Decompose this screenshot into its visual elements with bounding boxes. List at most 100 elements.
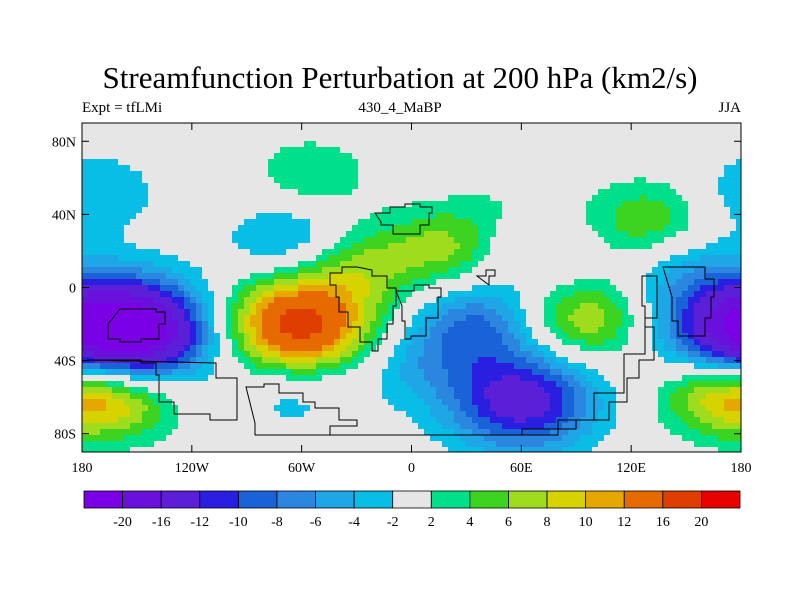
contour-cell: [622, 225, 629, 232]
contour-cell: [496, 357, 503, 364]
contour-cell: [304, 213, 311, 220]
contour-cell: [280, 381, 287, 388]
contour-cell: [496, 267, 503, 274]
contour-cell: [232, 183, 239, 190]
contour-cell: [310, 141, 317, 148]
contour-cell: [412, 177, 419, 184]
contour-cell: [136, 165, 143, 172]
contour-cell: [502, 303, 509, 310]
contour-cell: [574, 321, 581, 328]
contour-cell: [580, 351, 587, 358]
contour-cell: [112, 339, 119, 346]
contour-cell: [658, 345, 665, 352]
contour-cell: [400, 261, 407, 268]
contour-cell: [220, 153, 227, 160]
contour-cell: [544, 387, 551, 394]
contour-cell: [442, 201, 449, 208]
contour-cell: [226, 381, 233, 388]
contour-cell: [490, 171, 497, 178]
contour-cell: [736, 159, 741, 166]
contour-cell: [166, 393, 173, 400]
contour-cell: [658, 237, 665, 244]
contour-cell: [640, 237, 647, 244]
contour-cell: [688, 231, 695, 238]
contour-cell: [706, 291, 713, 298]
contour-cell: [304, 315, 311, 322]
contour-cell: [154, 255, 161, 262]
contour-cell: [580, 189, 587, 196]
contour-cell: [298, 315, 305, 322]
contour-cell: [484, 309, 491, 316]
contour-cell: [106, 219, 113, 226]
contour-cell: [346, 321, 353, 328]
contour-cell: [256, 171, 263, 178]
contour-cell: [484, 261, 491, 268]
contour-cell: [538, 273, 545, 280]
contour-cell: [250, 171, 257, 178]
contour-cell: [526, 141, 533, 148]
contour-cell: [106, 333, 113, 340]
contour-cell: [550, 177, 557, 184]
contour-cell: [82, 363, 89, 370]
contour-cell: [652, 141, 659, 148]
contour-cell: [250, 315, 257, 322]
contour-cell: [142, 261, 149, 268]
contour-cell: [172, 303, 179, 310]
contour-cell: [88, 195, 95, 202]
contour-cell: [472, 387, 479, 394]
contour-cell: [262, 201, 269, 208]
contour-cell: [232, 195, 239, 202]
contour-cell: [532, 249, 539, 256]
contour-cell: [472, 225, 479, 232]
contour-cell: [724, 249, 731, 256]
contour-cell: [562, 153, 569, 160]
contour-cell: [340, 279, 347, 286]
contour-cell: [514, 177, 521, 184]
contour-cell: [532, 297, 539, 304]
contour-cell: [136, 225, 143, 232]
contour-cell: [532, 261, 539, 268]
contour-cell: [628, 279, 635, 286]
contour-cell: [688, 291, 695, 298]
contour-cell: [376, 183, 383, 190]
contour-cell: [694, 279, 701, 286]
contour-cell: [388, 243, 395, 250]
contour-cell: [334, 255, 341, 262]
contour-cell: [496, 297, 503, 304]
contour-cell: [598, 381, 605, 388]
contour-cell: [316, 267, 323, 274]
contour-cell: [328, 351, 335, 358]
contour-cell: [508, 381, 515, 388]
contour-cell: [604, 183, 611, 190]
contour-cell: [496, 177, 503, 184]
contour-cell: [610, 237, 617, 244]
contour-cell: [280, 369, 287, 376]
contour-cell: [574, 147, 581, 154]
contour-cell: [208, 327, 215, 334]
contour-cell: [496, 189, 503, 196]
contour-cell: [376, 237, 383, 244]
contour-cell: [664, 351, 671, 358]
contour-cell: [346, 303, 353, 310]
contour-cell: [136, 315, 143, 322]
contour-cell: [340, 165, 347, 172]
contour-cell: [664, 369, 671, 376]
contour-cell: [112, 303, 119, 310]
contour-cell: [472, 273, 479, 280]
contour-cell: [214, 207, 221, 214]
contour-cell: [472, 165, 479, 172]
contour-cell: [382, 123, 389, 130]
contour-cell: [190, 327, 197, 334]
contour-cell: [604, 231, 611, 238]
contour-cell: [424, 291, 431, 298]
contour-cell: [238, 171, 245, 178]
contour-cell: [556, 369, 563, 376]
contour-cell: [136, 141, 143, 148]
contour-cell: [100, 249, 107, 256]
contour-cell: [166, 285, 173, 292]
contour-cell: [616, 345, 623, 352]
contour-cell: [286, 321, 293, 328]
contour-cell: [556, 339, 563, 346]
contour-cell: [166, 219, 173, 226]
contour-cell: [220, 249, 227, 256]
